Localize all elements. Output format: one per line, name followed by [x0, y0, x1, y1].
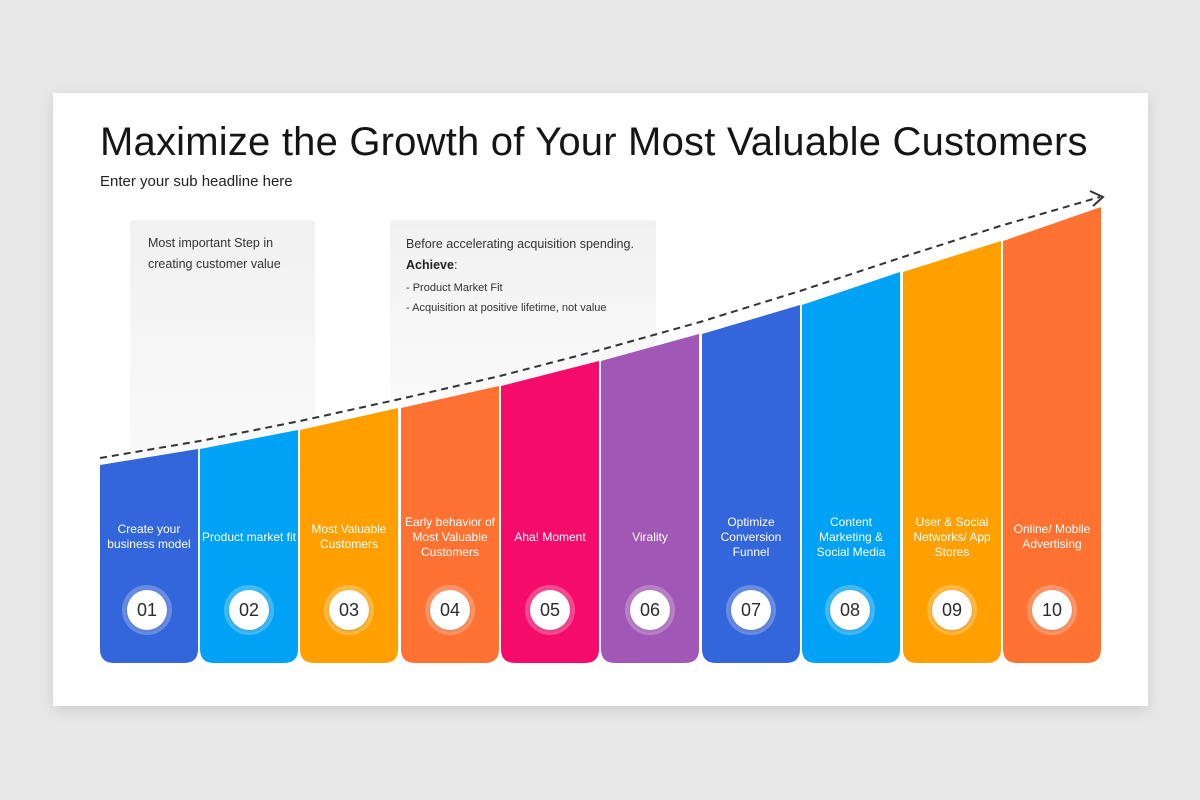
- step-badge-ring: 04: [425, 585, 475, 635]
- step-label: Create your business model: [107, 522, 191, 551]
- step-bar-07: [702, 305, 800, 663]
- callout-bullet: - Acquisition at positive lifetime, not …: [406, 302, 607, 314]
- step-label: Online/ Mobile Advertising: [1013, 522, 1091, 551]
- slide-subtitle: Enter your sub headline here: [100, 173, 293, 190]
- step-badge-ring: 06: [625, 585, 675, 635]
- achieve-label: Achieve: [406, 258, 454, 272]
- step-bar-06: [601, 334, 699, 663]
- step-number-badge: 10: [1032, 590, 1072, 630]
- step-badge-ring: 07: [726, 585, 776, 635]
- step-number-badge: 09: [932, 590, 972, 630]
- callout-second-intro: Before accelerating acquisition spending…: [406, 237, 634, 251]
- step-bar-02: [200, 430, 298, 663]
- step-badge-ring: 02: [224, 585, 274, 635]
- step-badge-ring: 03: [324, 585, 374, 635]
- callout-first-text: Most important Step in creating customer…: [148, 236, 281, 271]
- step-label: Product market fit: [201, 529, 297, 544]
- step-number-badge: 07: [731, 590, 771, 630]
- step-bar-08: [802, 272, 900, 663]
- growth-dashed-line: [99, 196, 1101, 459]
- step-bar-03: [300, 408, 398, 663]
- step-bar-09: [903, 241, 1001, 663]
- achieve-suffix: :: [453, 258, 458, 272]
- step-badge-ring: 09: [927, 585, 977, 635]
- step-bar-04: [401, 386, 499, 663]
- step-number-badge: 03: [329, 590, 369, 630]
- step-bar-01: [100, 449, 198, 663]
- step-badge-ring: 05: [525, 585, 575, 635]
- arrow-right-icon: [1089, 190, 1105, 207]
- callout-box-first: [130, 220, 315, 465]
- step-number-badge: 04: [430, 590, 470, 630]
- slide-title: Maximize the Growth of Your Most Valuabl…: [100, 120, 1088, 164]
- step-number-badge: 01: [127, 590, 167, 630]
- step-label: Early behavior of Most Valuable Customer…: [404, 514, 496, 559]
- step-number-badge: 08: [830, 590, 870, 630]
- step-badge-ring: 08: [825, 585, 875, 635]
- step-bar-10: [1003, 207, 1101, 663]
- callout-second-achieve: Achieve:: [406, 255, 457, 276]
- step-label: Content Marketing & Social Media: [816, 514, 886, 559]
- step-label: Virality: [632, 529, 668, 544]
- step-label: Optimize Conversion Funnel: [720, 514, 782, 559]
- step-label: User & Social Networks/ App Stores: [913, 514, 991, 559]
- step-number-badge: 05: [530, 590, 570, 630]
- step-label: Most Valuable Customers: [311, 522, 387, 551]
- step-number-badge: 02: [229, 590, 269, 630]
- step-number-badge: 06: [630, 590, 670, 630]
- step-badge-ring: 01: [122, 585, 172, 635]
- step-label: Aha! Moment: [514, 529, 586, 544]
- step-badge-ring: 10: [1027, 585, 1077, 635]
- step-bar-05: [501, 361, 599, 663]
- callout-bullet: - Product Market Fit: [406, 282, 503, 294]
